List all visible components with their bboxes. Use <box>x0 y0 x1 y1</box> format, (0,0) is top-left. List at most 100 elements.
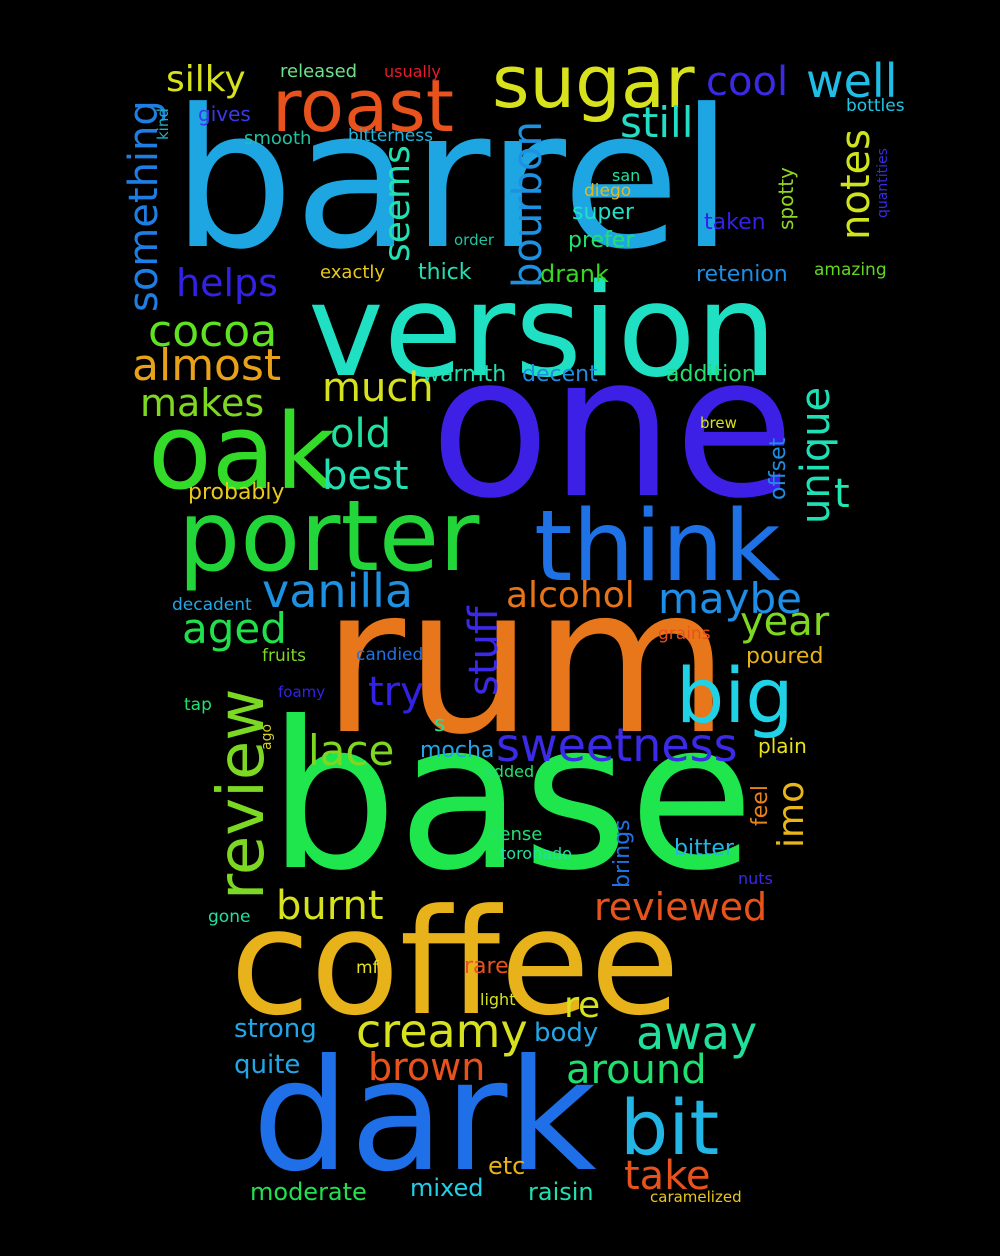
word-decent: decent <box>522 362 598 387</box>
word-offset: offset <box>766 437 791 500</box>
word-raisin: raisin <box>528 1178 594 1206</box>
word-kind: kind <box>154 108 172 140</box>
word-unique: unique <box>793 386 839 524</box>
word-well: well <box>806 54 898 108</box>
word-aged: aged <box>182 604 287 653</box>
word-stuff: stuff <box>461 606 507 696</box>
word-t: t <box>834 471 850 517</box>
word-amazing: amazing <box>814 260 887 280</box>
word-light: light <box>480 990 516 1009</box>
word-plain: plain <box>758 734 807 758</box>
word-vanilla: vanilla <box>262 564 414 618</box>
word-base: base <box>268 679 755 916</box>
word-bit: bit <box>620 1083 720 1172</box>
word-super: super <box>572 200 634 225</box>
word-san: san <box>612 166 641 185</box>
word-decadent: decadent <box>172 595 252 615</box>
word-nuts: nuts <box>738 869 773 888</box>
word-barrel: barrel <box>172 69 734 292</box>
word-grains: grains <box>658 624 711 644</box>
word-burnt: burnt <box>276 883 384 929</box>
word-mf: mf <box>356 958 379 978</box>
word-cool: cool <box>706 59 789 105</box>
word-retenion: retenion <box>696 262 788 287</box>
word-poured: poured <box>746 644 824 669</box>
word-dark: dark <box>252 1027 597 1206</box>
word-best: best <box>322 453 409 499</box>
word-seems: seems <box>377 145 418 262</box>
word-exactly: exactly <box>320 262 386 283</box>
word-prefer: prefer <box>568 228 635 253</box>
word-brew: brew <box>700 414 737 432</box>
word-bitterness: bitterness <box>348 126 433 146</box>
word-warmth: warmth <box>422 362 507 387</box>
word-porter: porter <box>178 480 480 594</box>
word-bitter: bitter <box>674 836 734 861</box>
word-rum: rum <box>322 543 730 779</box>
word-smooth: smooth <box>244 128 312 149</box>
word-old: old <box>330 411 391 457</box>
word-try: try <box>368 669 424 715</box>
word-oak: oak <box>148 391 336 513</box>
word-fruits: fruits <box>262 646 306 666</box>
word-bottles: bottles <box>846 96 905 116</box>
word-usually: usually <box>384 62 441 81</box>
word-released: released <box>280 61 358 82</box>
word-big: big <box>676 651 794 740</box>
word-addition: addition <box>666 362 756 387</box>
word-around: around <box>566 1047 707 1093</box>
word-caramelized: caramelized <box>650 1188 742 1206</box>
word-notes: notes <box>833 129 879 240</box>
word-sweetness: sweetness <box>496 718 738 772</box>
word-added: added <box>484 762 535 781</box>
word-year: year <box>740 599 830 645</box>
word-one: one <box>430 314 795 542</box>
word-version: version <box>308 257 777 406</box>
word-almost: almost <box>132 340 282 391</box>
word-quite: quite <box>234 1050 301 1080</box>
word-taken: taken <box>704 210 766 235</box>
word-mocha: mocha <box>420 738 495 763</box>
word-rare: rare <box>464 954 509 979</box>
word-gives: gives <box>198 102 251 126</box>
word-foamy: foamy <box>278 683 326 701</box>
word-take: take <box>624 1153 711 1199</box>
word-strong: strong <box>234 1014 317 1044</box>
word-helps: helps <box>176 261 278 305</box>
word-review: review <box>205 688 279 900</box>
word-diego: diego <box>584 181 632 201</box>
word-much: much <box>322 365 434 411</box>
word-toronado: toronado <box>500 844 572 863</box>
word-maybe: maybe <box>658 574 803 623</box>
word-coffee: coffee <box>230 878 680 1048</box>
word-probably: probably <box>188 480 285 505</box>
word-candied: candied <box>356 645 424 665</box>
word-body: body <box>534 1018 599 1048</box>
word-imo: imo <box>771 780 812 848</box>
word-moderate: moderate <box>250 1178 367 1206</box>
word-feel: feel <box>748 785 773 826</box>
word-spotty: spotty <box>774 167 798 230</box>
word-drank: drank <box>540 260 609 288</box>
word-silky: silky <box>166 59 246 100</box>
word-brings: brings <box>610 819 635 889</box>
word-think: think <box>534 490 781 604</box>
word-etc: etc <box>488 1152 526 1180</box>
word-makes: makes <box>140 381 265 425</box>
word-brown: brown <box>368 1045 486 1089</box>
word-s: s <box>434 712 446 737</box>
word-lace: lace <box>308 726 395 775</box>
word-cocoa: cocoa <box>148 306 278 357</box>
word-gone: gone <box>208 907 251 927</box>
word-thick: thick <box>418 260 472 285</box>
word-ago: ago <box>259 723 275 750</box>
word-re: re <box>564 985 601 1026</box>
word-quantities: quantities <box>875 148 891 218</box>
word-mixed: mixed <box>410 1174 484 1202</box>
word-roast: roast <box>272 64 454 148</box>
word-sugar: sugar <box>492 40 695 124</box>
word-sense: sense <box>490 824 543 845</box>
word-tap: tap <box>184 695 212 715</box>
word-creamy: creamy <box>356 1004 528 1058</box>
